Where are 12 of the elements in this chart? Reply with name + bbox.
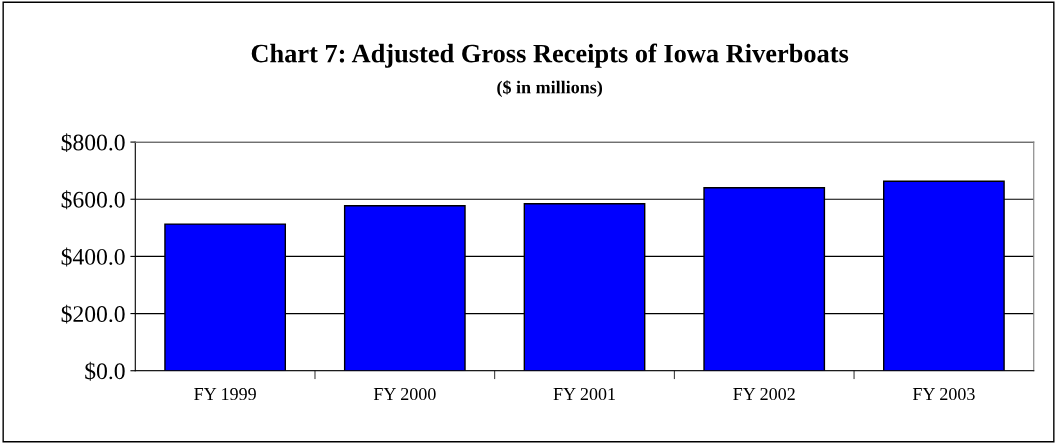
y-tick-label: $400.0 xyxy=(61,247,125,267)
x-tick-label: FY 2003 xyxy=(912,387,975,401)
chart-title: Chart 7: Adjusted Gross Receipts of Iowa Riverboats xyxy=(251,43,849,68)
chart-subtitle: ($ in millions) xyxy=(497,80,603,98)
x-tick-label: FY 1999 xyxy=(194,387,256,401)
x-tick-label: FY 2000 xyxy=(373,387,436,401)
x-tick-label: FY 2001 xyxy=(553,387,615,401)
y-tick-label: $800.0 xyxy=(61,133,125,153)
y-tick-label: $600.0 xyxy=(61,190,125,210)
y-tick-label: $0.0 xyxy=(85,361,125,381)
x-tick-label: FY 2002 xyxy=(733,387,795,401)
y-tick-label: $200.0 xyxy=(61,304,125,324)
